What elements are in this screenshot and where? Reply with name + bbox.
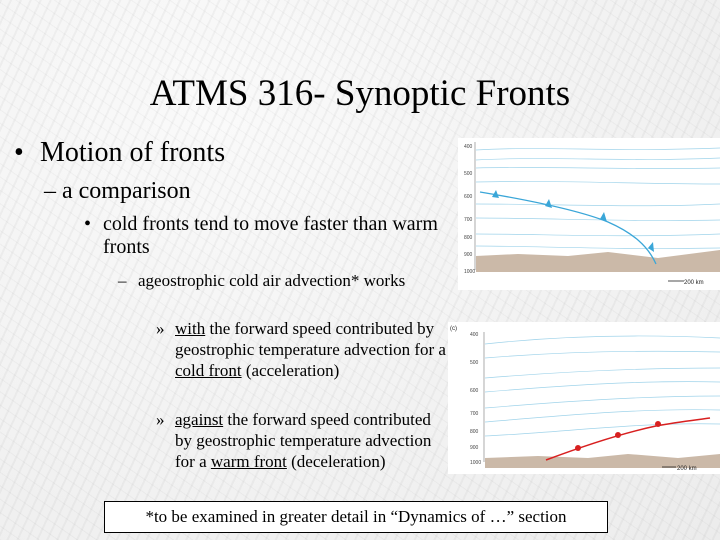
emphasis-warm-front: warm front xyxy=(210,452,287,471)
isentropes xyxy=(484,335,720,437)
cold-front-line xyxy=(479,191,657,265)
bullet-text: with the forward speed contributed by ge… xyxy=(175,318,446,381)
pressure-label: 900 xyxy=(464,252,473,258)
pressure-label: 800 xyxy=(464,235,473,241)
front-symbol xyxy=(600,212,607,222)
emphasis-with: with xyxy=(175,319,206,338)
pressure-label: 1000 xyxy=(470,460,481,466)
front-symbol xyxy=(492,190,499,198)
cold-front-triangles xyxy=(492,190,654,252)
pressure-axis-labels: 400 500 600 700 800 900 1000 xyxy=(470,332,481,466)
pressure-label: 700 xyxy=(470,411,479,417)
bullet-text-mid: the forward speed contributed by geostro… xyxy=(175,410,432,471)
bullet-level4: – ageostrophic cold air advection* works xyxy=(118,270,438,291)
pressure-label: 800 xyxy=(470,429,479,435)
pressure-label: 600 xyxy=(464,194,473,200)
bullet-level5-warm: » against the forward speed contributed … xyxy=(156,409,446,472)
emphasis-cold-front: cold front xyxy=(175,361,242,380)
bullet-marker: • xyxy=(14,137,24,168)
front-symbol xyxy=(615,432,621,438)
scale-label: 200 km xyxy=(684,280,704,286)
bullet-level5-cold: » with the forward speed contributed by … xyxy=(156,318,446,381)
slide-title: ATMS 316- Synoptic Fronts xyxy=(149,73,571,114)
front-symbol xyxy=(648,242,654,252)
bullet-text-suffix: (deceleration) xyxy=(286,452,386,471)
bullet-text-mid: the forward speed contributed by geostro… xyxy=(175,319,446,359)
bullet-marker: • xyxy=(84,213,92,235)
pressure-label: 500 xyxy=(464,171,473,177)
front-symbol xyxy=(575,445,581,451)
pressure-axis-labels: 400 500 600 700 800 900 1000 xyxy=(464,144,475,275)
pressure-label: 900 xyxy=(470,445,479,451)
dash-marker: – xyxy=(118,271,127,290)
cold-front-cross-section: 400 500 600 700 800 900 1000 xyxy=(458,138,720,290)
pressure-label: 700 xyxy=(464,217,473,223)
bullet-level2: – a comparison xyxy=(44,176,191,206)
warm-front-line xyxy=(545,417,711,461)
panel-label: (c) xyxy=(450,326,457,332)
sub-marker: » xyxy=(156,410,165,429)
warm-front-semicircles xyxy=(575,421,661,451)
scale-label: 200 km xyxy=(677,466,697,472)
bullet-text: cold fronts tend to move faster than war… xyxy=(103,213,438,258)
emphasis-against: against xyxy=(175,410,224,429)
front-symbol xyxy=(655,421,661,427)
pressure-label: 400 xyxy=(464,144,473,150)
bullet-level1: • Motion of fronts xyxy=(14,136,225,170)
bullet-level3: • cold fronts tend to move faster than w… xyxy=(84,213,454,259)
sub-marker: » xyxy=(156,319,165,338)
dash-marker: – xyxy=(44,178,56,204)
pressure-label: 500 xyxy=(470,360,479,366)
ground-terrain xyxy=(476,250,720,272)
bullet-text: a comparison xyxy=(62,178,191,204)
footnote-box: *to be examined in greater detail in “Dy… xyxy=(104,501,608,533)
pressure-label: 600 xyxy=(470,388,479,394)
pressure-label: 400 xyxy=(470,332,479,338)
bullet-text: ageostrophic cold air advection* works xyxy=(138,271,406,290)
isentropes xyxy=(475,147,720,249)
bullet-text: Motion of fronts xyxy=(40,137,226,168)
pressure-label: 1000 xyxy=(464,269,475,275)
front-symbol xyxy=(545,199,552,208)
ground-terrain xyxy=(485,454,720,468)
bullet-text-suffix: (acceleration) xyxy=(241,361,340,380)
bullet-text: against the forward speed contributed by… xyxy=(175,409,446,472)
warm-front-cross-section: (c) 400 500 600 700 800 900 1000 xyxy=(448,322,720,474)
